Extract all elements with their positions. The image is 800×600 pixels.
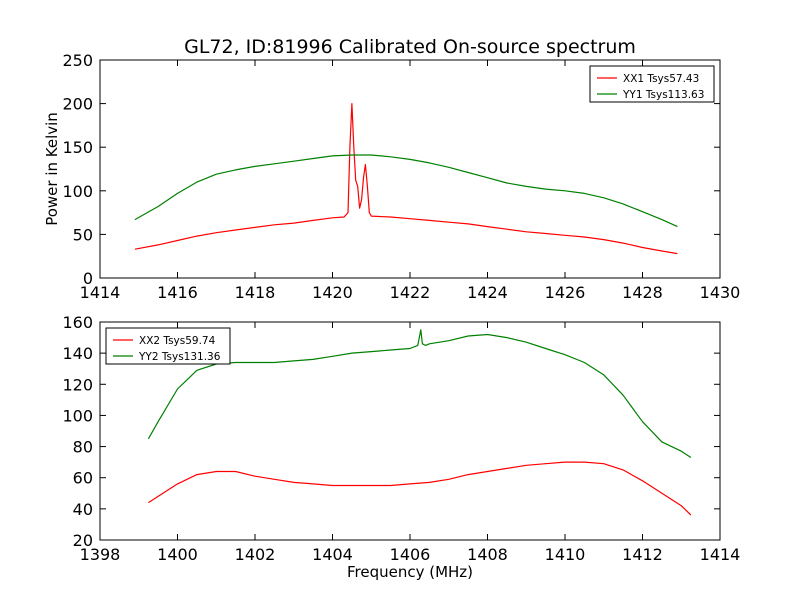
top-spectrum-panel: 1414 1416 1418 1420 1422 1424 1426 1428 1430 0 50 1… [43, 51, 740, 302]
x-tick-label: 1428 [622, 283, 663, 302]
legend-box [589, 65, 715, 103]
y-tick-label: 140 [62, 344, 93, 363]
legend: XX1 Tsys57.43 YY1 Tsys113.63 [589, 65, 715, 103]
x-tick-label: 1414 [700, 545, 741, 564]
x-tick-label: 1414 [80, 283, 121, 302]
x-tick-label: 1422 [390, 283, 431, 302]
y-tick-label: 50 [73, 225, 93, 244]
x-axis-label: Frequency (MHz) [347, 563, 473, 581]
x-tick-label: 1406 [390, 545, 431, 564]
figure-title: GL72, ID:81996 Calibrated On-source spec… [184, 36, 636, 58]
y-tick-label: 120 [62, 375, 93, 394]
legend: XX2 Tsys59.74 YY2 Tsys131.36 [105, 327, 231, 365]
y-tick-label: 0 [83, 269, 93, 288]
y-tick-label: 20 [73, 531, 93, 550]
series-line-xx1 [134, 102, 678, 255]
series-line-xx2 [148, 461, 692, 516]
legend-entry-label: XX1 Tsys57.43 [623, 73, 699, 85]
x-tick-label: 1420 [312, 283, 353, 302]
y-axis-label: Power in Kelvin [43, 112, 61, 226]
legend-entry-label: XX2 Tsys59.74 [139, 335, 216, 347]
x-tick-label: 1400 [157, 545, 198, 564]
x-tick-label: 1418 [235, 283, 276, 302]
y-tick-label: 80 [73, 438, 93, 457]
x-tick-label: 1430 [700, 283, 741, 302]
x-tick-label: 1404 [312, 545, 353, 564]
y-tick-label: 250 [62, 51, 93, 70]
x-tick-label: 1412 [622, 545, 663, 564]
x-tick-label: 1402 [235, 545, 276, 564]
x-tick-label: 1408 [467, 545, 508, 564]
y-tick-label: 150 [62, 138, 93, 157]
y-tick-label: 100 [62, 182, 93, 201]
y-tick-label: 200 [62, 95, 93, 114]
x-tick-label: 1410 [545, 545, 586, 564]
legend-box [105, 327, 231, 365]
x-tick-label: 1416 [157, 283, 198, 302]
bottom-spectrum-panel: 1398 1400 1402 1404 1406 1408 1410 1412 1414 20 40… [62, 313, 740, 581]
series-line-yy1 [134, 154, 678, 228]
x-tick-label: 1426 [545, 283, 586, 302]
x-tick-label: 1424 [467, 283, 508, 302]
x-tick-label: 1398 [80, 545, 121, 564]
y-tick-label: 160 [62, 313, 93, 332]
y-tick-label: 100 [62, 406, 93, 425]
series-line-yy2 [147, 329, 692, 459]
y-tick-label: 40 [73, 500, 93, 519]
legend-entry-label: YY1 Tsys113.63 [622, 89, 704, 101]
legend-entry-label: YY2 Tsys131.36 [138, 351, 221, 363]
y-tick-label: 60 [73, 469, 93, 488]
